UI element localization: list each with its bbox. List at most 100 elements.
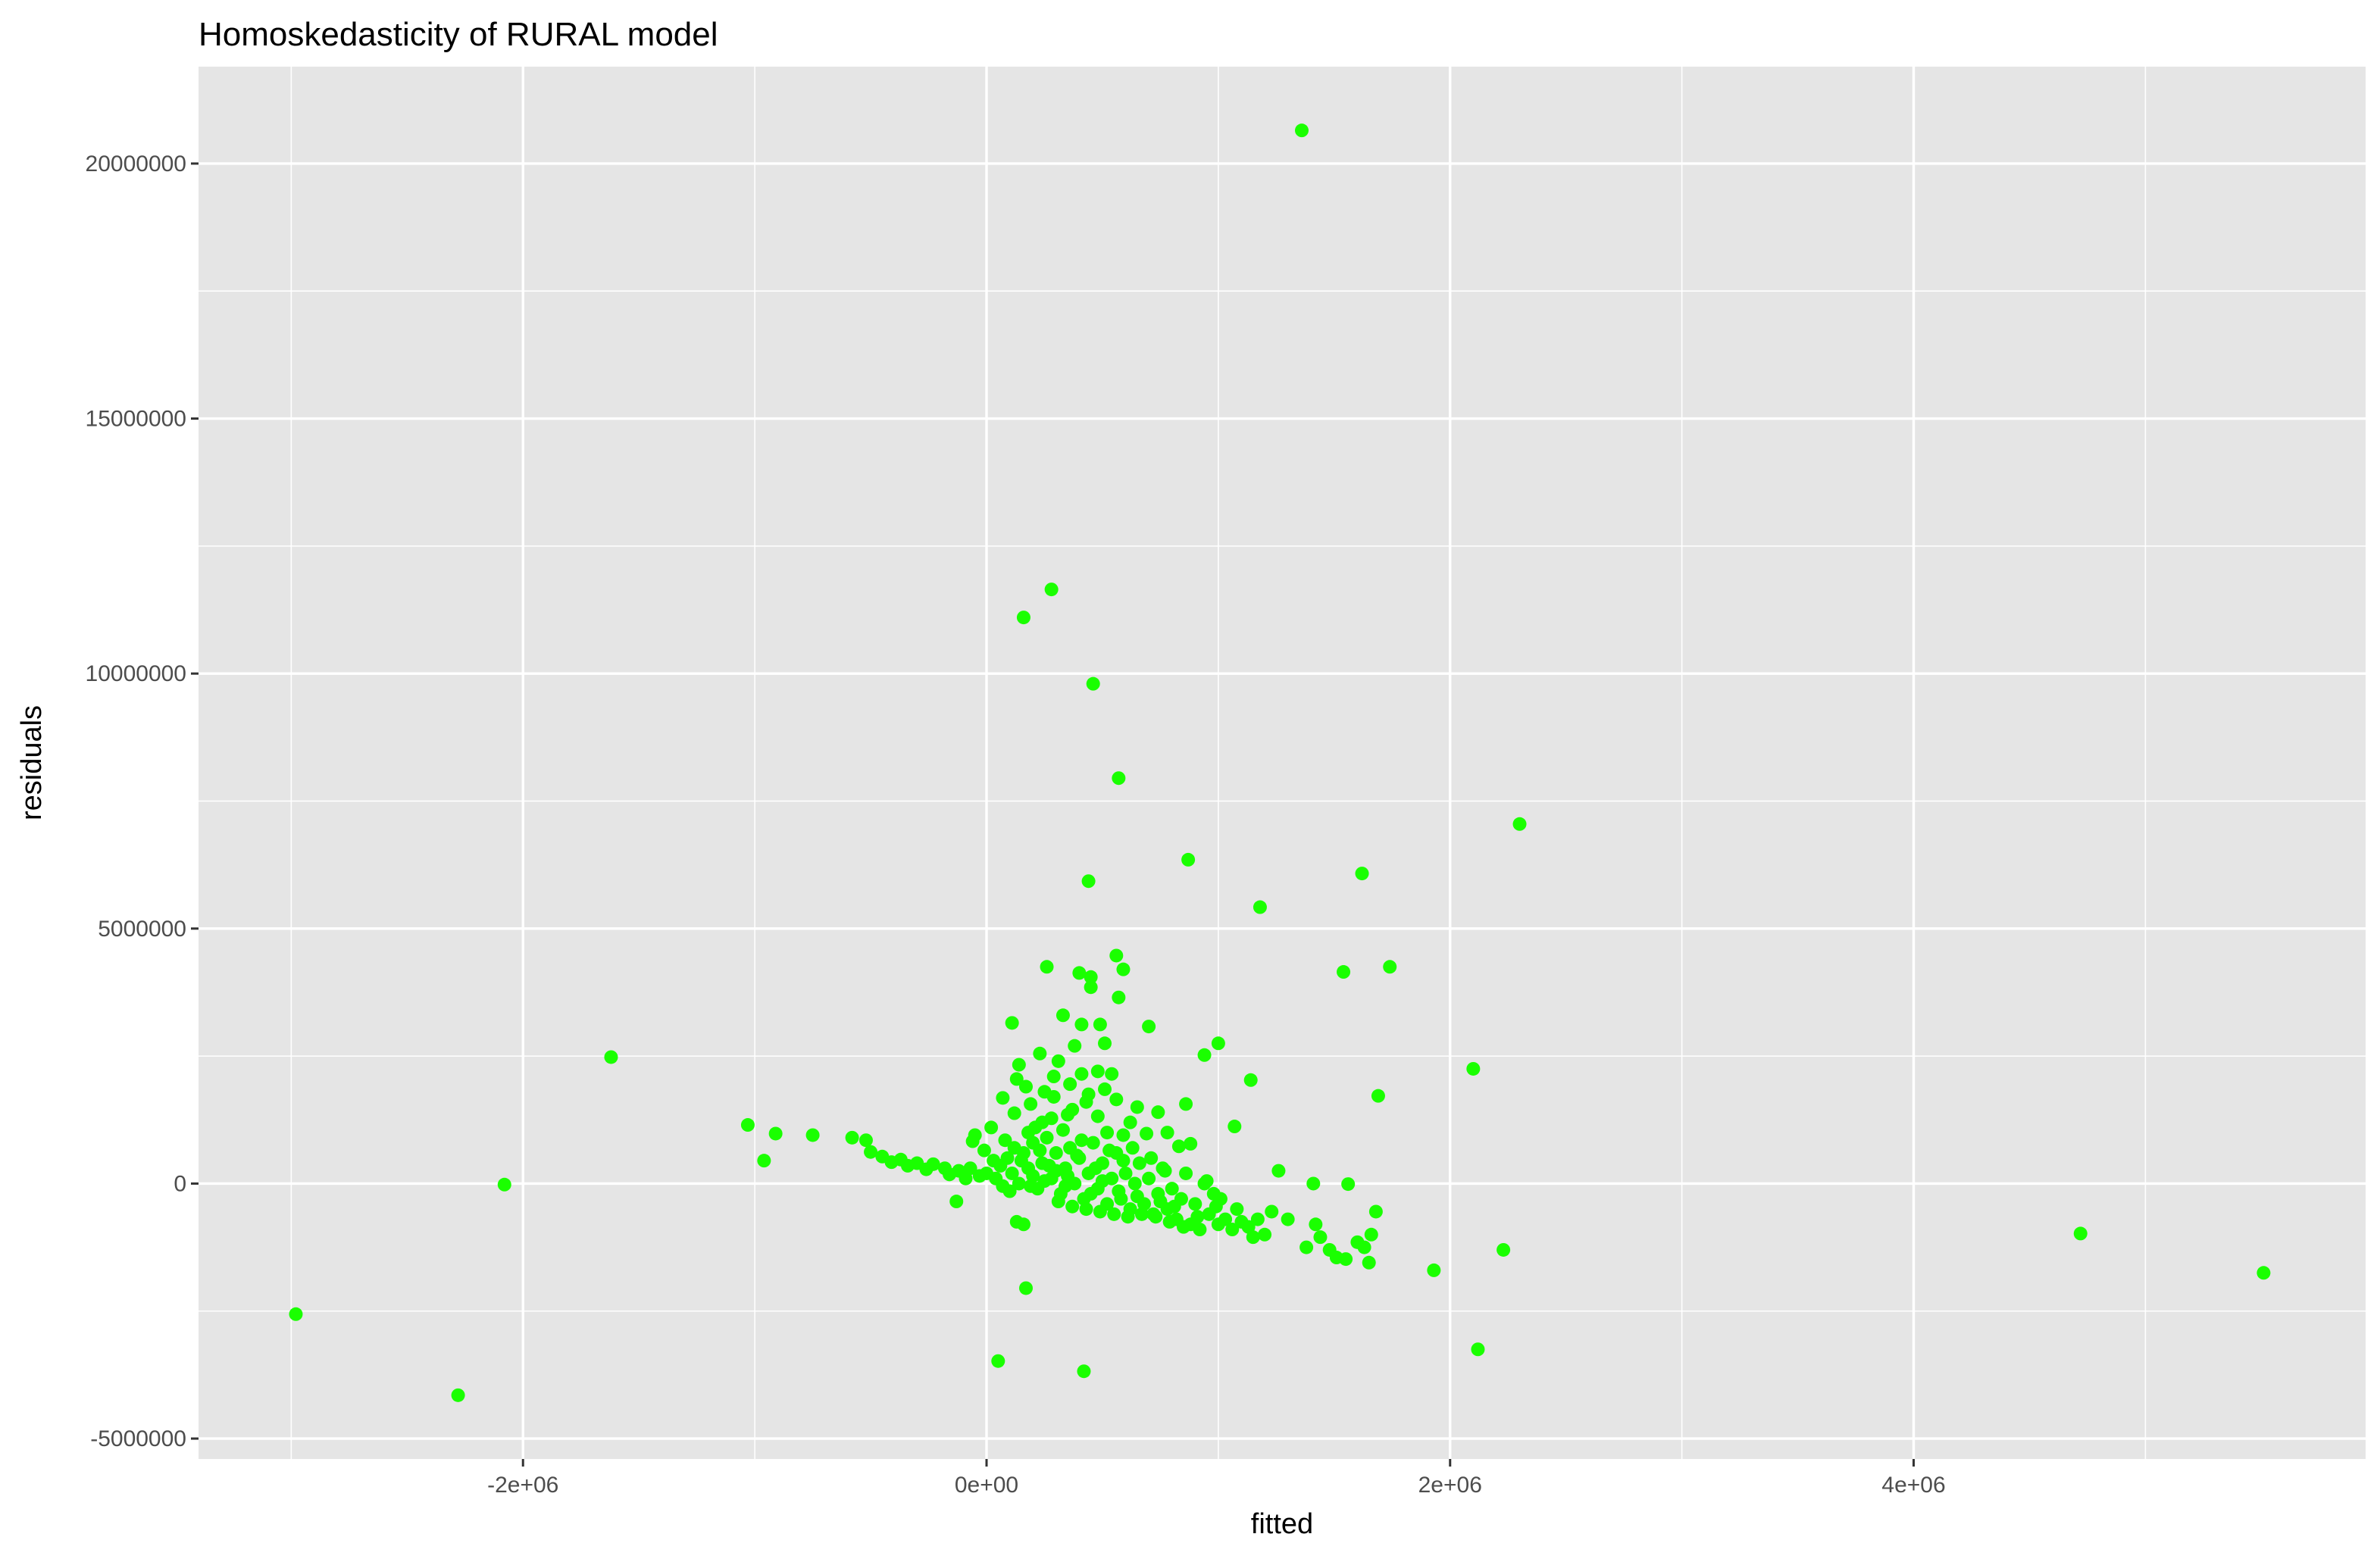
data-point — [864, 1145, 878, 1159]
data-point — [2073, 1226, 2088, 1241]
data-point — [1177, 1220, 1190, 1234]
data-point — [1079, 1095, 1093, 1109]
data-point — [1084, 1186, 1098, 1201]
data-point — [1040, 960, 1054, 974]
data-point — [1107, 1207, 1121, 1221]
data-point — [451, 1388, 465, 1402]
data-point — [1005, 1016, 1019, 1030]
data-point — [1061, 1107, 1075, 1122]
data-point — [1046, 1070, 1061, 1084]
data-point — [1230, 1202, 1244, 1217]
data-point — [1098, 1036, 1112, 1051]
data-point — [845, 1130, 859, 1145]
data-point — [858, 1133, 873, 1148]
data-point — [1188, 1197, 1203, 1211]
x-tick-label: 0e+00 — [955, 1473, 1018, 1498]
data-point — [1112, 1184, 1126, 1198]
data-point — [1007, 1106, 1021, 1120]
data-point — [1093, 1017, 1107, 1032]
data-point — [1007, 1141, 1021, 1155]
data-point — [1072, 966, 1087, 980]
data-point — [965, 1134, 980, 1148]
data-point — [1140, 1126, 1154, 1141]
data-point — [1033, 1143, 1047, 1157]
data-point — [1337, 965, 1351, 979]
data-point — [1021, 1126, 1036, 1140]
data-point — [1241, 1220, 1256, 1234]
data-point — [1246, 1230, 1260, 1245]
data-point — [1105, 1067, 1119, 1081]
data-point — [1225, 1223, 1240, 1237]
data-point — [1012, 1057, 1026, 1072]
data-point — [1383, 960, 1397, 974]
data-point — [1049, 1146, 1063, 1161]
y-tick-label: -5000000 — [90, 1426, 186, 1451]
data-point — [1086, 1136, 1100, 1150]
data-point — [1037, 1174, 1052, 1189]
data-point — [949, 1195, 964, 1209]
data-point — [740, 1118, 755, 1132]
data-point — [604, 1050, 618, 1064]
data-point — [1295, 123, 1309, 138]
chart-title: Homoskedasticity of RURAL model — [199, 16, 718, 53]
data-point — [1123, 1115, 1137, 1129]
data-point — [757, 1154, 771, 1168]
data-point — [1250, 1212, 1265, 1226]
data-point — [1179, 1097, 1193, 1111]
data-point — [984, 1120, 999, 1135]
data-point — [1016, 611, 1030, 625]
data-point — [963, 1161, 977, 1176]
data-point — [1213, 1192, 1228, 1206]
data-point — [1098, 1082, 1112, 1096]
data-point — [901, 1158, 915, 1173]
data-point — [1179, 1166, 1193, 1180]
data-point — [1084, 970, 1098, 984]
data-point — [996, 1179, 1010, 1193]
data-point — [884, 1155, 899, 1170]
data-point — [1049, 1164, 1063, 1178]
data-point — [987, 1154, 1001, 1168]
data-point — [1144, 1151, 1159, 1165]
data-point — [1059, 1179, 1072, 1193]
data-point — [1471, 1342, 1485, 1357]
data-point — [1088, 1161, 1102, 1176]
data-point — [1368, 1204, 1383, 1219]
data-point — [1197, 1048, 1212, 1062]
data-point — [1271, 1164, 1286, 1178]
data-point — [1160, 1126, 1174, 1140]
data-point — [1035, 1115, 1049, 1129]
data-point — [1309, 1217, 1323, 1232]
data-point — [1190, 1210, 1205, 1224]
data-point — [1153, 1195, 1168, 1209]
x-tick-label: -2e+06 — [487, 1473, 558, 1498]
data-point — [977, 1143, 991, 1157]
data-point — [1081, 874, 1096, 889]
y-tick-label: 0 — [174, 1171, 186, 1196]
data-point — [1005, 1166, 1019, 1180]
data-point — [1009, 1214, 1024, 1229]
data-point — [1512, 817, 1527, 831]
data-point — [1024, 1097, 1038, 1111]
data-point — [1033, 1046, 1047, 1061]
data-point — [1102, 1143, 1117, 1157]
data-point — [1065, 1199, 1080, 1214]
data-point — [1364, 1227, 1378, 1242]
data-point — [1024, 1179, 1038, 1193]
data-point — [1211, 1036, 1225, 1051]
data-point — [768, 1126, 783, 1141]
data-point — [1228, 1120, 1242, 1134]
data-point — [1093, 1204, 1107, 1219]
data-point — [1167, 1199, 1181, 1214]
data-point — [1496, 1242, 1511, 1257]
data-point — [1130, 1189, 1144, 1204]
data-point — [1074, 1133, 1089, 1148]
data-point — [1095, 1174, 1109, 1189]
data-point — [959, 1171, 973, 1186]
data-point — [1056, 1123, 1070, 1137]
data-point — [1061, 1169, 1075, 1183]
data-point — [1132, 1156, 1146, 1170]
plot-panel — [199, 67, 2366, 1459]
data-point — [1077, 1364, 1091, 1379]
data-point — [998, 1133, 1012, 1148]
data-point — [1084, 980, 1098, 995]
